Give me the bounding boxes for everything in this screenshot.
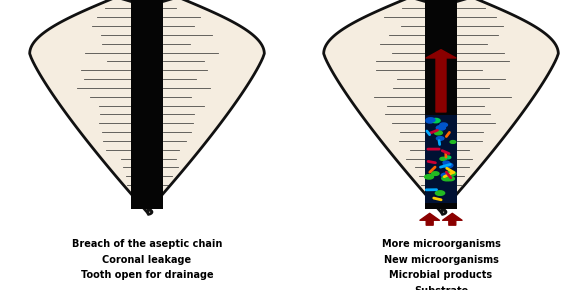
Circle shape: [436, 126, 446, 130]
Circle shape: [440, 123, 447, 127]
Circle shape: [446, 177, 455, 181]
Circle shape: [436, 137, 444, 140]
Circle shape: [450, 141, 456, 143]
Circle shape: [426, 119, 434, 123]
Text: Substrate: Substrate: [414, 287, 468, 290]
Bar: [131, 0, 163, 209]
Circle shape: [432, 172, 439, 175]
Bar: [425, 115, 457, 203]
Circle shape: [440, 157, 446, 160]
Text: Breach of the aseptic chain: Breach of the aseptic chain: [72, 239, 222, 249]
Text: Tooth open for drainage: Tooth open for drainage: [81, 271, 213, 280]
Circle shape: [435, 131, 442, 135]
Text: More microorganisms: More microorganisms: [382, 239, 500, 249]
Bar: [425, 0, 457, 209]
Circle shape: [443, 161, 449, 164]
Text: Microbial products: Microbial products: [389, 271, 493, 280]
Circle shape: [442, 176, 452, 181]
Circle shape: [425, 175, 433, 179]
Circle shape: [432, 118, 440, 123]
Circle shape: [435, 191, 445, 195]
Circle shape: [443, 163, 453, 168]
Circle shape: [443, 175, 451, 180]
Circle shape: [445, 156, 451, 159]
Polygon shape: [30, 0, 264, 214]
Circle shape: [441, 173, 449, 177]
Circle shape: [426, 118, 435, 122]
Text: New microorganisms: New microorganisms: [383, 255, 499, 264]
Polygon shape: [323, 0, 559, 214]
Circle shape: [446, 171, 456, 176]
Text: Coronal leakage: Coronal leakage: [102, 255, 192, 264]
